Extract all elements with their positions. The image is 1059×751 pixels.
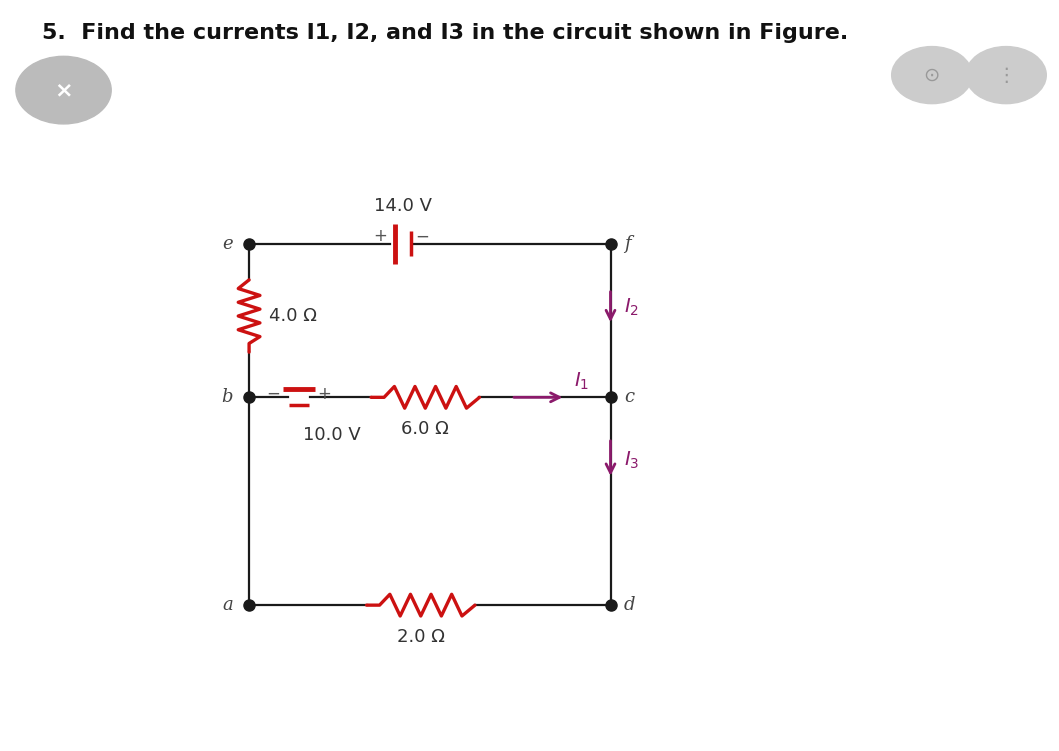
Text: 14.0 V: 14.0 V: [374, 197, 432, 215]
Text: e: e: [222, 235, 233, 253]
Text: ⋮: ⋮: [997, 65, 1016, 85]
Text: f: f: [624, 235, 631, 253]
Text: 6.0 Ω: 6.0 Ω: [401, 420, 449, 438]
Text: $I_1$: $I_1$: [574, 370, 590, 392]
Text: d: d: [624, 596, 635, 614]
Text: −: −: [415, 228, 430, 246]
Text: a: a: [222, 596, 233, 614]
Text: 5.  Find the currents I1, I2, and I3 in the circuit shown in Figure.: 5. Find the currents I1, I2, and I3 in t…: [42, 23, 848, 43]
Text: 2.0 Ω: 2.0 Ω: [397, 628, 445, 646]
Text: 4.0 Ω: 4.0 Ω: [269, 307, 317, 325]
Text: ⊙: ⊙: [923, 65, 940, 85]
Text: ×: ×: [54, 80, 73, 100]
Text: c: c: [624, 388, 634, 406]
Text: b: b: [221, 388, 233, 406]
Text: $I_2$: $I_2$: [624, 297, 639, 318]
Text: +: +: [317, 385, 331, 403]
Text: −: −: [267, 385, 281, 403]
Text: 10.0 V: 10.0 V: [303, 427, 361, 445]
Text: $I_3$: $I_3$: [624, 450, 640, 471]
Text: +: +: [373, 228, 387, 246]
